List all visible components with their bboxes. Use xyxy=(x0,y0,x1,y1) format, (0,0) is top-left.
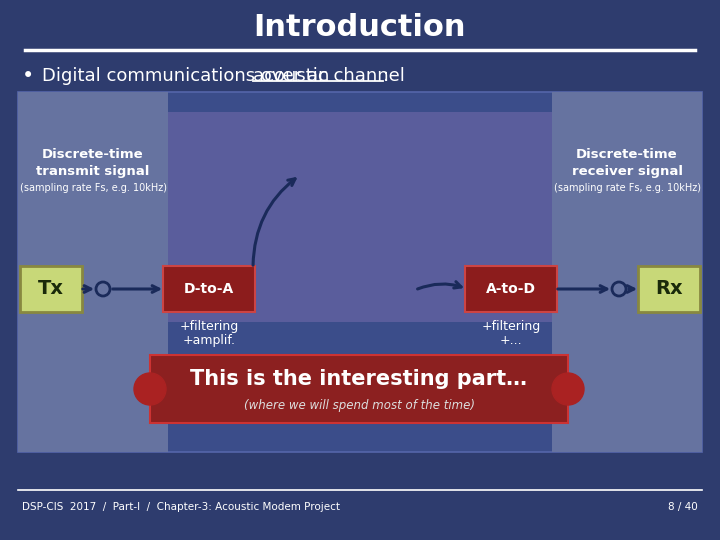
Text: Rx: Rx xyxy=(655,280,683,299)
Text: receiver signal: receiver signal xyxy=(572,165,683,178)
FancyBboxPatch shape xyxy=(18,92,168,452)
Text: :: : xyxy=(383,67,389,85)
Text: acoustic channel: acoustic channel xyxy=(253,67,405,85)
FancyBboxPatch shape xyxy=(465,266,557,312)
Text: 8 / 40: 8 / 40 xyxy=(668,502,698,512)
Text: +filtering: +filtering xyxy=(179,320,238,333)
FancyBboxPatch shape xyxy=(163,266,255,312)
Text: D-to-A: D-to-A xyxy=(184,282,234,296)
FancyBboxPatch shape xyxy=(150,355,568,423)
FancyArrowPatch shape xyxy=(253,179,295,265)
Text: (where we will spend most of the time): (where we will spend most of the time) xyxy=(243,399,474,411)
FancyBboxPatch shape xyxy=(638,266,700,312)
Text: DSP-CIS  2017  /  Part-I  /  Chapter-3: Acoustic Modem Project: DSP-CIS 2017 / Part-I / Chapter-3: Acous… xyxy=(22,502,340,512)
Circle shape xyxy=(134,373,166,405)
Text: (sampling rate Fs, e.g. 10kHz): (sampling rate Fs, e.g. 10kHz) xyxy=(554,183,701,193)
FancyArrowPatch shape xyxy=(418,282,461,289)
Text: Discrete-time: Discrete-time xyxy=(576,148,678,161)
Text: A-to-D: A-to-D xyxy=(486,282,536,296)
Text: Discrete-time: Discrete-time xyxy=(42,148,144,161)
Text: Tx: Tx xyxy=(38,280,64,299)
Text: •: • xyxy=(22,66,34,86)
FancyBboxPatch shape xyxy=(20,266,82,312)
Text: +amplif.: +amplif. xyxy=(182,334,235,347)
Circle shape xyxy=(552,373,584,405)
Text: +filtering: +filtering xyxy=(482,320,541,333)
Text: transmit signal: transmit signal xyxy=(36,165,150,178)
Text: (sampling rate Fs, e.g. 10kHz): (sampling rate Fs, e.g. 10kHz) xyxy=(19,183,166,193)
Text: Introduction: Introduction xyxy=(253,14,467,43)
FancyBboxPatch shape xyxy=(168,112,552,322)
FancyBboxPatch shape xyxy=(18,92,702,452)
Text: +...: +... xyxy=(500,334,522,347)
Text: This is the interesting part…: This is the interesting part… xyxy=(191,369,528,389)
FancyBboxPatch shape xyxy=(552,92,702,452)
Text: Digital communications over an: Digital communications over an xyxy=(42,67,335,85)
